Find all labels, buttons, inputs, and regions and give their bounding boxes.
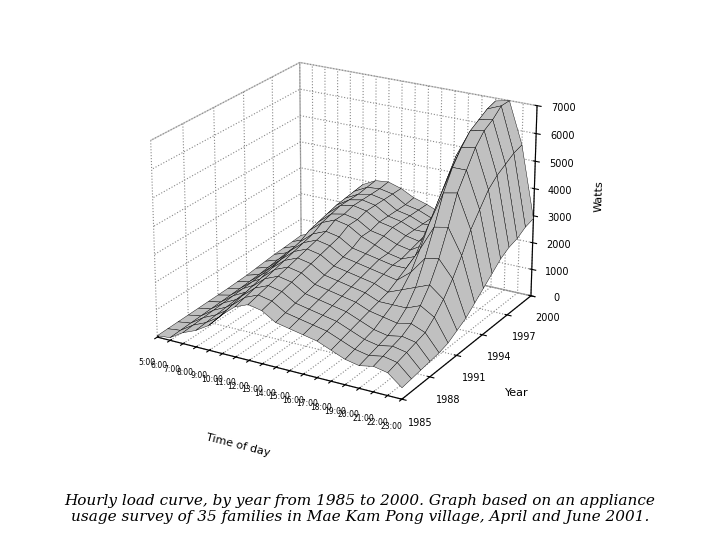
Text: Hourly load curve, by year from 1985 to 2000. Graph based on an appliance
usage : Hourly load curve, by year from 1985 to … [65,494,655,524]
Y-axis label: Year: Year [505,388,528,398]
X-axis label: Time of day: Time of day [205,432,271,458]
